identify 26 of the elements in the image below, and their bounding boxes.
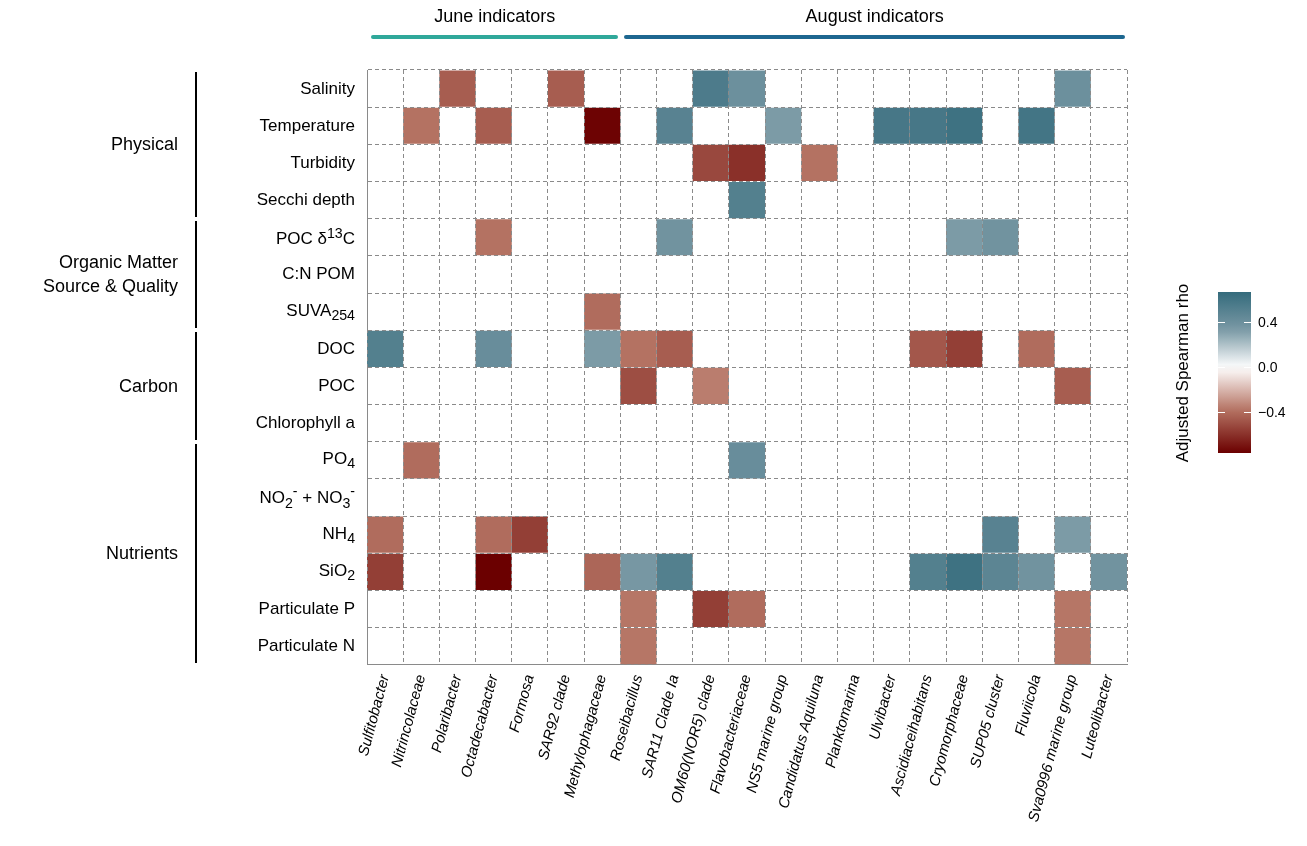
y-tick-label: Turbidity <box>290 152 355 173</box>
y-tick-label: Temperature <box>259 115 355 136</box>
y-tick-label: DOC <box>317 338 355 359</box>
text: June indicators <box>433 6 557 27</box>
text: August indicators <box>804 6 945 27</box>
text: Organic Matter Source & Quality <box>41 251 178 299</box>
color-bar-label: 0.4 <box>1258 314 1278 331</box>
color-bar-label: 0.0 <box>1258 359 1278 376</box>
color-bar-label: −0.4 <box>1258 404 1286 421</box>
y-tick-label: SiO$_{2}$ <box>318 560 355 584</box>
x-tick-label: Formosa <box>505 672 537 735</box>
y-tick-label: C:N POM <box>282 264 355 285</box>
y-tick-label: Secchi depth <box>256 190 355 211</box>
y-tick-label: POC <box>318 375 355 396</box>
y-tick-label: PO$_{4}$ <box>322 449 355 472</box>
y-tick-label: SUVA$_{254}$ <box>286 300 355 323</box>
y-tick-label: Particulate P <box>258 598 355 619</box>
y-tick-label: POC δ$^{13}$C <box>275 224 355 250</box>
y-tick-label: Salinity <box>300 78 355 99</box>
y-tick-label: NH$_{4}$ <box>322 523 355 546</box>
y-tick-label: Particulate N <box>257 636 355 657</box>
y-tick-label: Chlorophyll a <box>255 413 355 434</box>
text: Carbon <box>117 374 178 398</box>
color-bar-title: Adjusted Spearman rho <box>1173 283 1193 462</box>
text: Nutrients <box>104 542 178 566</box>
text: Physical <box>109 133 178 157</box>
